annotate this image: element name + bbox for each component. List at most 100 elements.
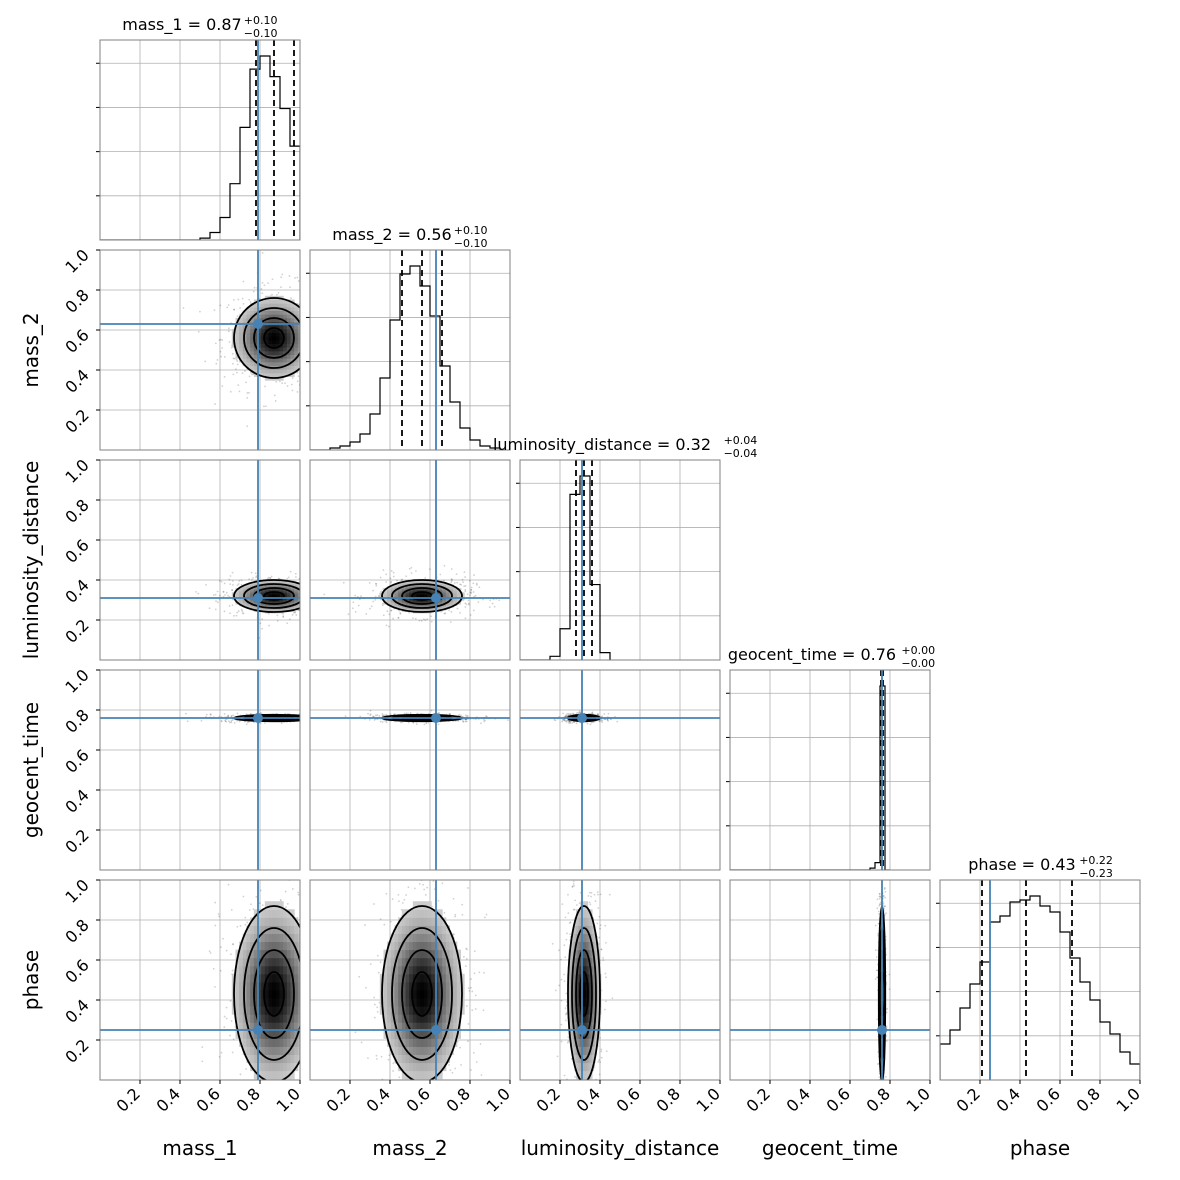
density-cell: [235, 595, 240, 598]
sample-point: [437, 712, 440, 714]
sample-point: [305, 719, 307, 721]
density-cell: [302, 594, 306, 596]
sample-point: [463, 571, 466, 574]
panel-frame: [519, 459, 721, 661]
density-cell: [253, 339, 258, 344]
sample-point: [182, 307, 185, 309]
sample-point: [423, 723, 426, 726]
sample-point: [290, 383, 293, 386]
density-cell: [235, 328, 240, 333]
density-cell: [279, 604, 284, 607]
density-cell: [290, 599, 295, 602]
sample-point: [306, 596, 308, 598]
sample-point: [321, 584, 323, 586]
sample-point: [306, 714, 308, 716]
density-cell: [257, 582, 262, 585]
sample-point: [307, 359, 309, 361]
density-cell: [290, 354, 295, 359]
sample-point: [230, 720, 233, 722]
sample-point: [374, 598, 377, 601]
sample-point: [420, 619, 423, 622]
density-cell: [423, 599, 428, 602]
density-cell: [268, 601, 273, 604]
sample-point: [307, 597, 309, 599]
sample-point: [407, 721, 410, 724]
sample-point: [352, 607, 354, 610]
sample-point: [307, 351, 309, 353]
sample-point: [313, 605, 315, 607]
density-cell: [305, 595, 309, 597]
sample-point: [250, 578, 253, 581]
density-cell: [283, 306, 288, 311]
density-cell: [239, 328, 244, 333]
sample-point: [231, 604, 234, 607]
sample-point: [562, 712, 564, 715]
density-cell: [405, 604, 410, 607]
sample-point: [303, 601, 305, 603]
density-cell: [297, 590, 300, 593]
density-cell: [309, 601, 313, 603]
sample-point: [463, 585, 466, 588]
sample-point: [276, 619, 279, 622]
density-cell: [427, 586, 432, 589]
density-cell: [309, 595, 313, 597]
density-cell: [294, 593, 299, 596]
density-cell: [264, 582, 269, 585]
density-cell: [398, 593, 403, 596]
title-upper-error: +0.04: [724, 434, 758, 447]
sample-point: [335, 715, 337, 717]
sample-point: [242, 280, 245, 283]
density-cell: [250, 343, 255, 348]
sample-point: [281, 382, 284, 384]
sample-point: [347, 613, 350, 616]
density-cell: [257, 306, 262, 311]
density-cell: [290, 350, 295, 355]
density-cell: [242, 604, 247, 607]
density-cell: [401, 602, 406, 605]
sample-point: [326, 574, 328, 576]
density-cell: [416, 589, 421, 592]
sample-point: [280, 276, 283, 279]
contour-level: [243, 583, 300, 609]
sample-point: [302, 343, 304, 345]
sample-point: [225, 591, 228, 594]
sample-point: [287, 576, 290, 579]
sample-point: [341, 583, 343, 585]
density-cell: [445, 602, 450, 605]
sample-point: [408, 611, 411, 614]
histogram-luminosity_distance: [520, 475, 611, 660]
sample-point: [303, 611, 305, 613]
sample-point: [241, 612, 244, 614]
sample-point: [302, 322, 304, 324]
density-cell: [309, 591, 313, 593]
density-cell: [261, 314, 266, 319]
sample-point: [307, 593, 309, 595]
density-cell: [246, 592, 251, 595]
density-cell: [286, 328, 291, 333]
density-cell: [286, 583, 291, 586]
density-cell: [305, 718, 309, 720]
density-cell: [253, 372, 258, 377]
sample-point: [326, 292, 328, 294]
density-cell: [449, 587, 454, 590]
sample-point: [464, 714, 467, 717]
sample-point: [229, 612, 231, 615]
sample-point: [397, 616, 400, 619]
sample-point: [466, 714, 469, 717]
sample-point: [368, 582, 371, 584]
density-cell: [275, 592, 280, 595]
sample-point: [281, 273, 284, 276]
density-cell: [242, 586, 247, 589]
density-cell: [246, 585, 251, 587]
sample-point: [303, 304, 305, 306]
sample-point: [307, 323, 309, 325]
density-cell: [309, 322, 313, 326]
density-cell: [275, 310, 280, 315]
density-cell: [242, 314, 247, 319]
sample-point: [335, 594, 337, 596]
sample-point: [334, 590, 336, 592]
sample-point: [460, 714, 462, 717]
density-cell: [286, 582, 291, 585]
density-cell: [405, 608, 410, 611]
sample-point: [218, 598, 221, 601]
